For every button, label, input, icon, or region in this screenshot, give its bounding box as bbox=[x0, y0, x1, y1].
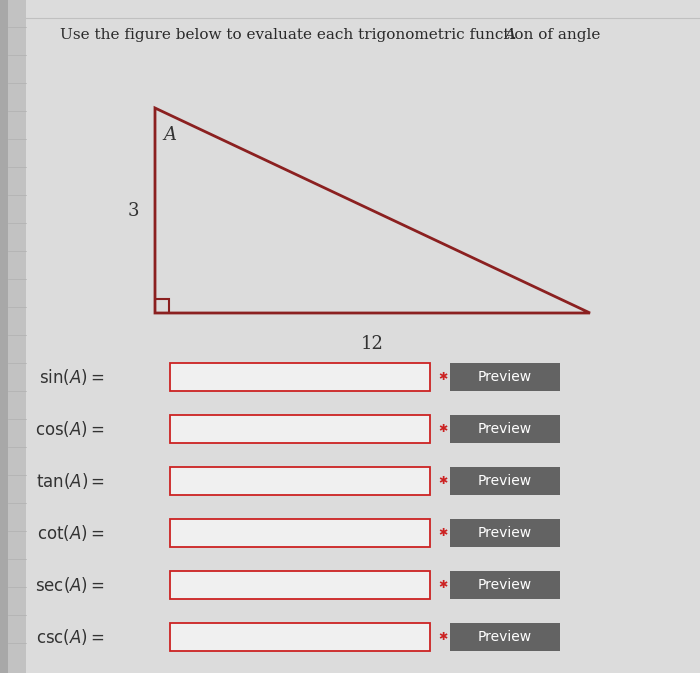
Text: $\cos(A) =$: $\cos(A) =$ bbox=[35, 419, 105, 439]
Text: $\sec(A) =$: $\sec(A) =$ bbox=[35, 575, 105, 595]
Text: A: A bbox=[505, 28, 515, 42]
Bar bbox=[450, 519, 560, 547]
Bar bbox=[170, 415, 430, 443]
Text: $\cot(A) =$: $\cot(A) =$ bbox=[38, 523, 105, 543]
Bar bbox=[8, 0, 26, 673]
Text: Preview: Preview bbox=[478, 370, 532, 384]
Text: Preview: Preview bbox=[478, 526, 532, 540]
Bar bbox=[170, 519, 430, 547]
Text: 12: 12 bbox=[361, 335, 384, 353]
Text: $\csc(A) =$: $\csc(A) =$ bbox=[36, 627, 105, 647]
Bar bbox=[450, 467, 560, 495]
Text: Preview: Preview bbox=[478, 422, 532, 436]
Bar bbox=[170, 571, 430, 599]
Text: A: A bbox=[163, 126, 176, 144]
Text: ✱: ✱ bbox=[438, 528, 447, 538]
Bar bbox=[450, 571, 560, 599]
Text: Preview: Preview bbox=[478, 578, 532, 592]
Bar bbox=[170, 363, 430, 391]
Bar bbox=[450, 415, 560, 443]
Bar bbox=[170, 467, 430, 495]
Bar bbox=[0, 0, 8, 673]
Bar bbox=[450, 363, 560, 391]
Text: ✱: ✱ bbox=[438, 580, 447, 590]
Text: Preview: Preview bbox=[478, 474, 532, 488]
Bar bbox=[450, 623, 560, 651]
Text: $\sin(A) =$: $\sin(A) =$ bbox=[39, 367, 105, 387]
Text: .: . bbox=[512, 28, 517, 42]
Text: Preview: Preview bbox=[478, 630, 532, 644]
Bar bbox=[170, 623, 430, 651]
Text: Use the figure below to evaluate each trigonometric function of angle: Use the figure below to evaluate each tr… bbox=[60, 28, 606, 42]
Text: ✱: ✱ bbox=[438, 372, 447, 382]
Text: ✱: ✱ bbox=[438, 424, 447, 434]
Text: ✱: ✱ bbox=[438, 476, 447, 486]
Text: $\tan(A) =$: $\tan(A) =$ bbox=[36, 471, 105, 491]
Text: ✱: ✱ bbox=[438, 632, 447, 642]
Text: 3: 3 bbox=[127, 201, 139, 219]
